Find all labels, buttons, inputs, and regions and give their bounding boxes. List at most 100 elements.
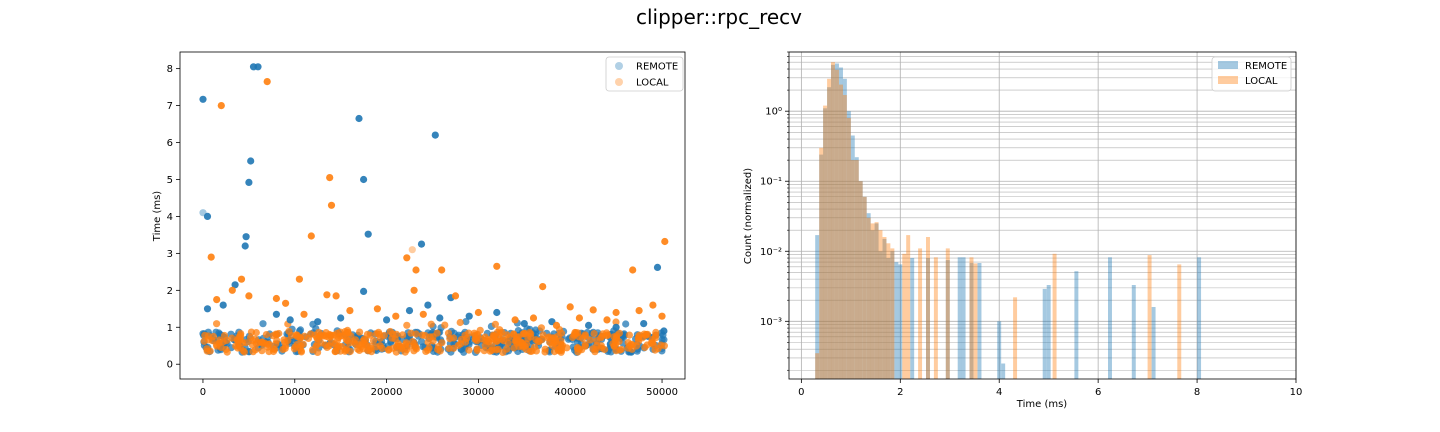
band-point-local	[342, 336, 350, 344]
hist-bar-remote	[886, 258, 891, 379]
band-point-local	[412, 330, 420, 338]
scatter-point-local	[327, 201, 336, 209]
band-point-local	[264, 340, 272, 349]
scatter-point-local	[612, 308, 620, 317]
x-tick-label: 6	[1095, 387, 1101, 398]
scatter-chart: 0 10000 20000 30000 40000 50000 0 1 2 3 4 5 6 7 8 Time…	[152, 51, 686, 398]
scatter-point-local	[658, 312, 666, 320]
hist-bar-remote	[1108, 257, 1112, 379]
band-point-local	[648, 335, 656, 344]
scatter-point-remote	[493, 308, 501, 317]
hist-bar-remote	[870, 230, 875, 379]
hist-bar-remote	[926, 258, 930, 379]
band-point-remote	[259, 320, 267, 328]
band-point-local	[410, 339, 418, 348]
scatter-point-local	[410, 286, 418, 294]
x-tick-label: 10	[1290, 387, 1303, 398]
legend-local-swatch	[1218, 76, 1238, 84]
histogram-frame	[788, 51, 1297, 380]
legend-remote-marker	[615, 62, 623, 70]
hist-bar-local	[933, 257, 938, 379]
scatter-point-local	[263, 78, 271, 86]
scatter-point-local	[323, 291, 331, 299]
hist-bar-remote	[854, 157, 859, 379]
band-point-local	[624, 339, 632, 347]
hist-bar-remote	[1046, 285, 1051, 379]
series-local	[207, 78, 669, 329]
histogram-bars	[815, 62, 1202, 380]
band-point-local	[273, 336, 281, 345]
hist-bar-local	[823, 105, 828, 379]
band-point-local	[361, 340, 369, 348]
hist-bar-local	[854, 160, 859, 379]
band-point-local	[597, 334, 605, 342]
scatter-point-local	[403, 254, 411, 262]
scatter-point-local	[438, 266, 446, 274]
scatter-point-remote	[383, 316, 391, 324]
band-point-remote	[622, 320, 630, 328]
hist-bar-remote	[866, 213, 871, 379]
figure-title: clipper::rpc_recv	[636, 5, 802, 29]
band-point-local	[496, 326, 504, 334]
scatter-y-axis-label: Time (ms)	[152, 191, 163, 243]
scatter-point-local	[635, 307, 643, 315]
band-point-local	[511, 337, 519, 345]
band-point-local	[524, 335, 532, 343]
x-tick-label: 40000	[554, 387, 586, 398]
hist-bar-local	[878, 230, 883, 379]
x-tick-label: 10000	[279, 387, 311, 398]
hist-bar-remote	[1197, 257, 1202, 379]
band-point-local	[427, 320, 435, 328]
scatter-point-local	[300, 310, 308, 318]
scatter-point-remote	[314, 318, 322, 326]
band-point-local	[281, 344, 289, 352]
band-point-local	[240, 348, 248, 356]
band-point-local	[234, 344, 242, 352]
scatter-point-local	[575, 314, 584, 322]
band-point-local	[203, 347, 211, 355]
scatter-point-remote	[360, 175, 368, 184]
bars-local	[815, 62, 1182, 380]
hist-bar-remote	[910, 258, 915, 379]
scatter-point-remote	[660, 327, 668, 335]
hist-bar-remote	[882, 238, 887, 379]
scatter-point-local	[566, 303, 574, 311]
band-point-remote	[296, 326, 305, 334]
band-point-local	[369, 337, 378, 345]
y-tick-label: 5	[167, 175, 173, 186]
hist-bar-remote	[842, 78, 847, 380]
band-point-local	[550, 348, 559, 356]
hist-bar-remote	[1042, 288, 1047, 379]
y-tick-label: 10⁻²	[760, 247, 782, 258]
band-point-local	[223, 336, 231, 344]
scatter-point-local	[603, 316, 611, 324]
band-point-local	[581, 331, 589, 339]
legend-local-marker	[615, 78, 623, 86]
band-point-local	[539, 331, 547, 339]
hist-bar-local	[918, 248, 923, 379]
band-point-local	[429, 333, 437, 341]
hist-bar-remote	[839, 67, 843, 379]
band-point-local	[322, 341, 330, 349]
scatter-point-local	[228, 286, 236, 294]
scatter-point-remote	[272, 310, 280, 318]
hist-bar-remote	[1151, 307, 1156, 379]
hist-bar-local	[850, 160, 855, 379]
hist-bar-local	[945, 248, 950, 379]
band-point-local	[591, 348, 599, 356]
scatter-point-local	[529, 314, 538, 322]
band-point-local	[523, 340, 531, 348]
y-tick-label: 10⁻¹	[760, 177, 782, 188]
histogram-x-axis-label: Time (ms)	[1016, 399, 1068, 410]
band-point-local	[590, 330, 598, 338]
scatter-point-local	[552, 321, 561, 329]
scatter-point-remote	[417, 240, 426, 248]
band-point-local	[280, 336, 288, 344]
band-point-local	[593, 342, 601, 350]
scatter-point-local	[408, 246, 416, 254]
scatter-point-local	[474, 308, 482, 317]
histogram-legend: REMOTE LOCAL	[1211, 56, 1292, 92]
band-point-local	[327, 338, 336, 346]
band-point-local	[652, 328, 660, 336]
band-point-local	[272, 331, 280, 339]
